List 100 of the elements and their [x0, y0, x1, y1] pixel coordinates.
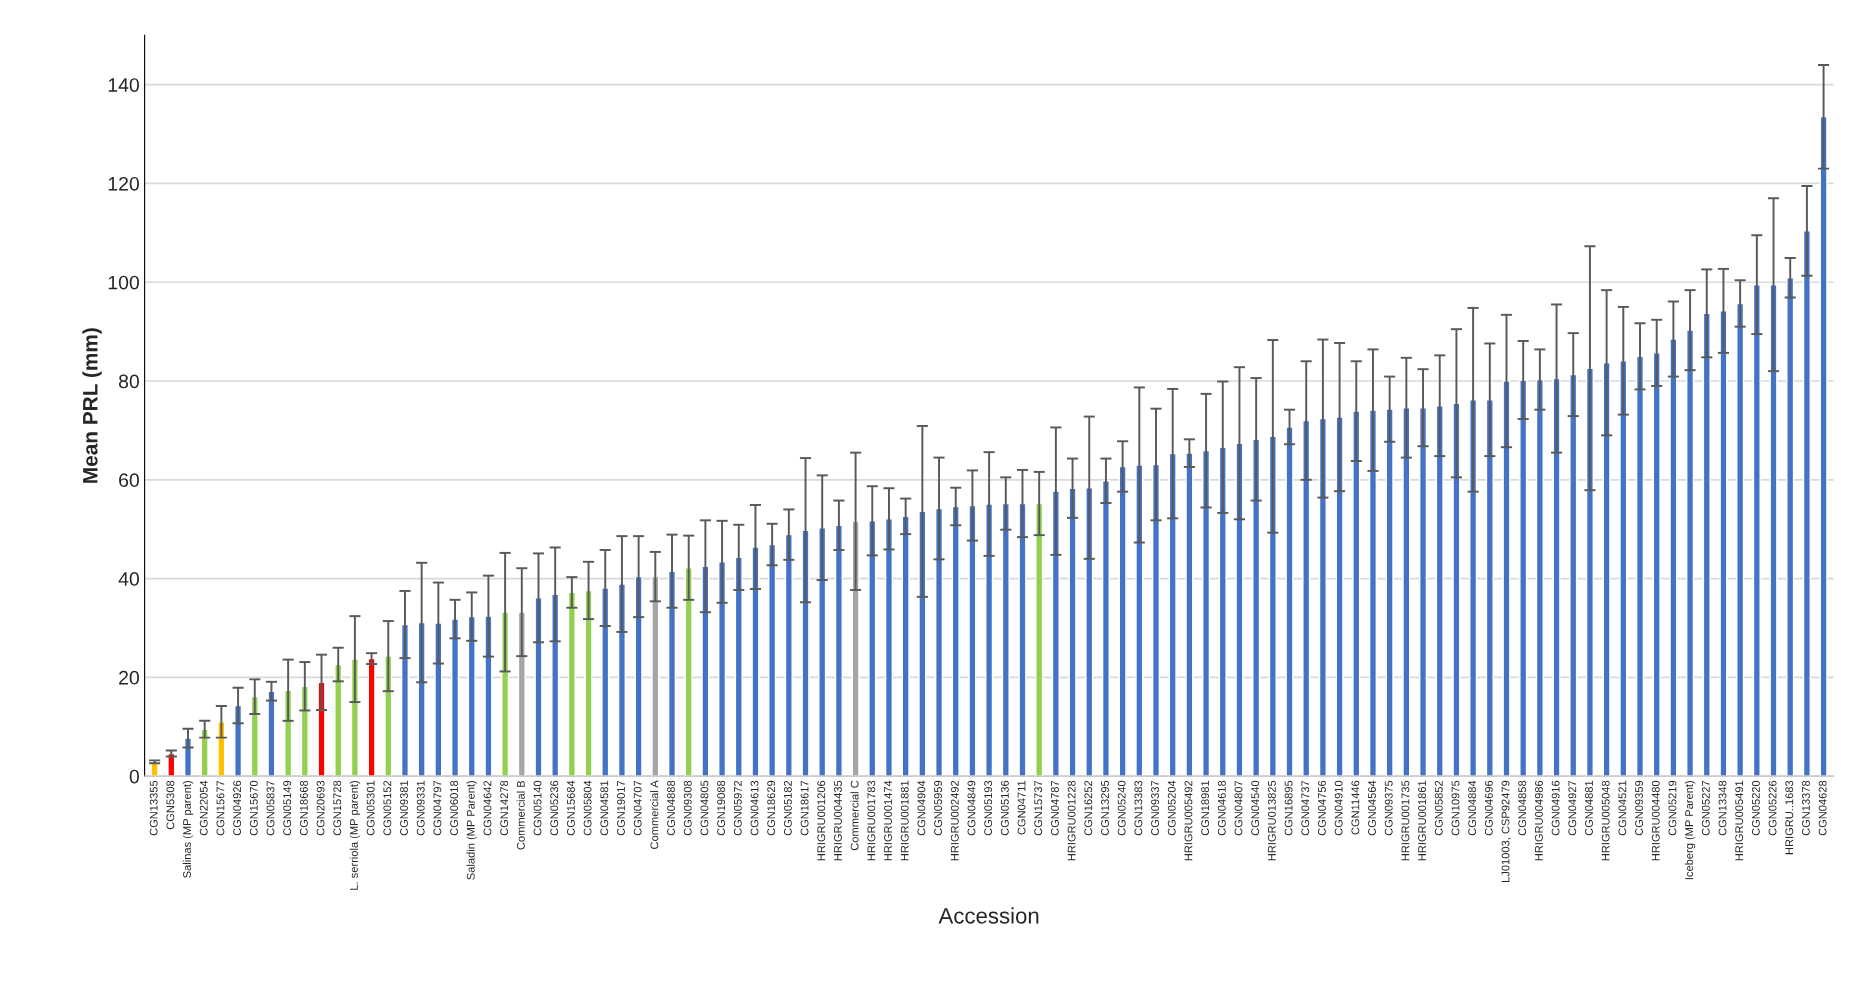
bar: [1168, 452, 1177, 777]
bar: [1202, 449, 1211, 777]
y-tick-label: 40: [118, 572, 139, 586]
x-tick-label: CGN05227: [1701, 780, 1710, 836]
bar: [918, 510, 927, 777]
x-tick-label: CGN16895: [1284, 780, 1293, 836]
x-tick-label: HRIGRU005492: [1184, 780, 1193, 861]
bar: [1635, 355, 1645, 777]
x-tick-label: CGN05193: [984, 780, 993, 836]
x-tick-label: CGN04797: [433, 780, 442, 836]
x-tick-label: CGN09308: [683, 780, 692, 836]
x-tick-label: LJ01003, CSP92479: [1501, 780, 1511, 882]
bar: [834, 524, 843, 777]
bar: [634, 575, 643, 777]
bar: [434, 622, 443, 777]
x-tick-label: CGN05204: [1167, 780, 1176, 836]
bar: [1552, 377, 1561, 777]
y-tick-label: 140: [108, 78, 139, 92]
x-tick-label: CGN04711: [1017, 780, 1026, 835]
y-tick-label: 80: [118, 374, 139, 389]
x-tick-label: CGN09331: [416, 780, 425, 836]
bar: [617, 583, 626, 777]
x-tick-label: CGN05136: [1000, 780, 1009, 836]
bar: [1519, 379, 1528, 777]
x-tick-label: CGN11446: [1351, 780, 1360, 835]
bar: [317, 681, 326, 777]
x-tick-label: CGN04696: [1484, 780, 1493, 836]
bar: [1218, 446, 1227, 777]
bar: [667, 570, 677, 777]
bar: [1502, 380, 1511, 777]
y-axis-title: Mean PRL (mm): [82, 328, 102, 483]
bar: [1585, 367, 1594, 777]
bar: [985, 503, 994, 777]
bar: [1285, 426, 1294, 777]
bar: [400, 623, 410, 777]
x-tick-label: CGN04805: [700, 780, 709, 836]
bar: [551, 593, 560, 777]
x-tick-label: CGN13383: [1134, 780, 1143, 836]
x-tick-label: CGN18981: [1201, 780, 1210, 836]
bar: [1001, 502, 1010, 777]
x-tick-label: CGN04904: [917, 780, 926, 836]
bar: [884, 518, 894, 777]
bar: [300, 685, 309, 777]
bar: [1068, 487, 1077, 777]
bar: [567, 591, 576, 777]
bar: [1686, 329, 1695, 777]
y-tick-label: 60: [119, 473, 139, 488]
bar: [1569, 373, 1578, 777]
bar: [234, 704, 243, 777]
bar: [334, 663, 343, 777]
bar: [484, 615, 493, 777]
x-tick-label: Commercial C: [850, 780, 859, 851]
x-tick-label: CGN05236: [550, 780, 559, 836]
x-tick-label: CGN09381: [400, 780, 408, 836]
x-tick-label: CGN15728: [333, 780, 342, 836]
bar: [1452, 402, 1461, 777]
bar: [1135, 464, 1144, 777]
x-tick-label: CGN04927: [1568, 780, 1577, 836]
bar: [1318, 417, 1327, 777]
bar: [1352, 410, 1361, 777]
x-tick-label: HRIGRU001206: [817, 780, 826, 861]
x-tick-label: CGN05149: [283, 780, 292, 836]
bar: [1535, 378, 1544, 777]
bar: [968, 504, 977, 777]
bar: [1802, 230, 1811, 777]
bar: [1469, 399, 1478, 777]
x-tick-label: CGN06018: [450, 780, 459, 836]
bar: [1652, 352, 1661, 777]
bar: [1702, 312, 1711, 777]
x-tick-label: CGN04910: [1334, 780, 1343, 836]
y-tick-label: 120: [108, 176, 139, 191]
bar: [1819, 116, 1828, 777]
bar: [534, 597, 543, 777]
x-tick-label: CGN09359: [1635, 780, 1643, 836]
bar: [1335, 416, 1344, 777]
x-tick-label: CGN05972: [733, 780, 742, 836]
x-tick-label: CGN15677: [216, 780, 225, 836]
bar: [901, 515, 910, 777]
x-tick-label: CGN16252: [1084, 780, 1093, 836]
bar: [1402, 407, 1411, 777]
y-tick-label: 100: [108, 275, 139, 290]
bar: [200, 728, 209, 777]
bar: [1085, 487, 1094, 777]
bar: [584, 589, 593, 777]
x-tick-label: CGN20693: [316, 780, 325, 836]
x-tick-label: CGN04581: [600, 780, 609, 836]
x-tick-label: HRIGRU001783: [867, 780, 876, 861]
x-tick-label: CGN04884: [1468, 780, 1477, 836]
bar: [718, 561, 727, 777]
bar: [684, 567, 693, 777]
x-tick-label: HRIGRU..1683: [1785, 780, 1794, 855]
x-tick-label: CGN19088: [717, 780, 726, 836]
bar: [1385, 408, 1394, 777]
x-tick-label: CGN13378: [1802, 780, 1810, 836]
x-tick-label: CGN04618: [1217, 780, 1226, 836]
x-tick-label: CGN05959: [934, 780, 943, 836]
bar: [1302, 419, 1311, 777]
bar: [1435, 405, 1444, 777]
bar: [818, 527, 827, 777]
bar: [601, 587, 610, 777]
